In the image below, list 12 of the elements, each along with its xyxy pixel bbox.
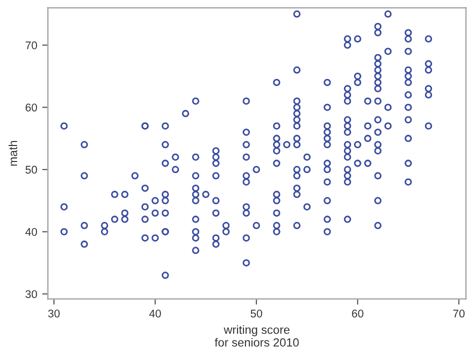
x-tick-label: 30 [48,310,60,318]
y-tick-label: 70 [26,41,38,50]
y-tick-label: 40 [25,228,38,236]
y-tick-label: 30 [26,290,38,298]
y-tick-label: 60 [26,104,38,112]
x-tick-label: 70 [453,310,465,318]
x-axis-title: writing score for seniors 2010 [214,325,299,347]
y-tick-label: 50 [26,166,38,174]
x-tick-label: 40 [149,310,161,318]
x-tick-label: 60 [352,310,364,318]
y-axis-title: math [8,141,18,166]
x-tick-label: 50 [250,310,262,318]
